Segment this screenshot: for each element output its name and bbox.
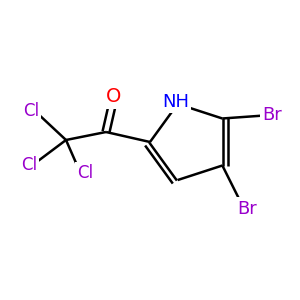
Text: Cl: Cl — [21, 156, 37, 174]
Text: Cl: Cl — [23, 102, 39, 120]
Text: Br: Br — [238, 200, 257, 217]
Text: NH: NH — [162, 93, 189, 111]
Text: Br: Br — [262, 106, 282, 124]
Text: O: O — [106, 88, 122, 106]
Text: Cl: Cl — [77, 164, 93, 182]
